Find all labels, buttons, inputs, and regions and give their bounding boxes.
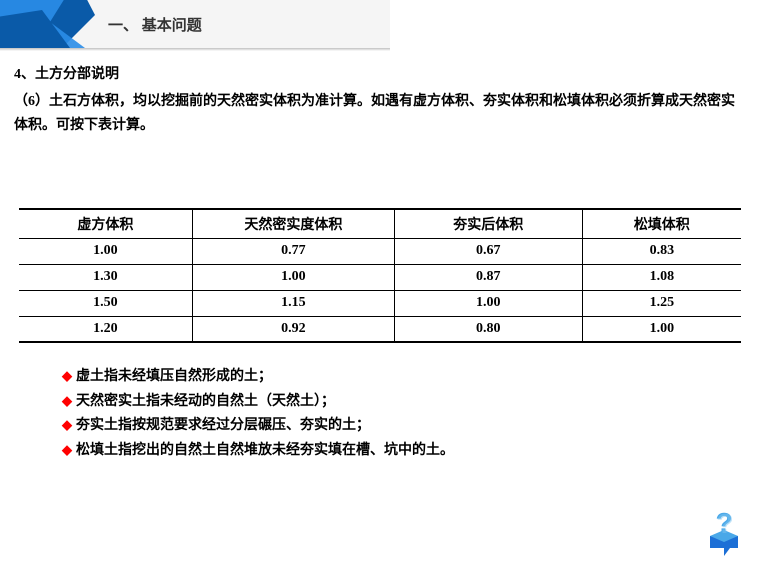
table-cell: 1.00 [19,238,192,264]
header-shadow [0,48,390,51]
bullet-item: ◆松填土指挖出的自然土自然堆放未经夯实填在槽、坑中的土。 [62,439,746,464]
diamond-icon: ◆ [62,365,72,388]
section-title: 4、土方分部说明 [14,64,746,86]
table-cell: 0.80 [394,316,582,342]
diamond-icon: ◆ [62,439,72,462]
table-row: 1.200.920.801.00 [19,316,741,342]
content-area: 4、土方分部说明 （6）土石方体积，均以挖掘前的天然密实体积为准计算。如遇有虚方… [0,50,760,463]
table-cell: 1.00 [394,290,582,316]
table-body: 1.000.770.670.831.301.000.871.081.501.15… [19,238,741,342]
table-header-cell: 松填体积 [582,209,741,239]
table-cell: 0.92 [192,316,394,342]
table-header-cell: 虚方体积 [19,209,192,239]
header-bar: 一、 基本问题 [0,0,390,50]
table-cell: 1.00 [192,264,394,290]
table-cell: 1.15 [192,290,394,316]
table-cell: 1.00 [582,316,741,342]
svg-text:?: ? [716,508,733,539]
bullet-text: 松填土指挖出的自然土自然堆放未经夯实填在槽、坑中的土。 [76,439,454,464]
bullet-text: 天然密实土指未经动的自然土（天然土）； [76,390,335,415]
table-cell: 0.67 [394,238,582,264]
table-row: 1.000.770.670.83 [19,238,741,264]
conversion-table-wrapper: 虚方体积天然密实度体积夯实后体积松填体积 1.000.770.670.831.3… [14,208,746,344]
table-cell: 0.83 [582,238,741,264]
bullet-text: 夯实土指按规范要求经过分层碾压、夯实的土； [76,414,370,439]
table-cell: 0.77 [192,238,394,264]
bullet-text: 虚土指未经填压自然形成的土； [76,365,272,390]
table-cell: 1.50 [19,290,192,316]
bullet-list: ◆虚土指未经填压自然形成的土；◆天然密实土指未经动的自然土（天然土）；◆夯实土指… [14,365,746,463]
bullet-item: ◆虚土指未经填压自然形成的土； [62,365,746,390]
table-cell: 1.20 [19,316,192,342]
table-cell: 0.87 [394,264,582,290]
conversion-table: 虚方体积天然密实度体积夯实后体积松填体积 1.000.770.670.831.3… [19,208,741,344]
diamond-icon: ◆ [62,390,72,413]
table-header-cell: 夯实后体积 [394,209,582,239]
table-header-cell: 天然密实度体积 [192,209,394,239]
section-text: （6）土石方体积，均以挖掘前的天然密实体积为准计算。如遇有虚方体积、夯实体积和松… [14,90,746,138]
table-cell: 1.08 [582,264,741,290]
diamond-icon: ◆ [62,414,72,437]
table-header-row: 虚方体积天然密实度体积夯实后体积松填体积 [19,209,741,239]
table-cell: 1.30 [19,264,192,290]
table-row: 1.501.151.001.25 [19,290,741,316]
bullet-item: ◆天然密实土指未经动的自然土（天然土）； [62,390,746,415]
header-title: 一、 基本问题 [108,14,202,35]
bullet-item: ◆夯实土指按规范要求经过分层碾压、夯实的土； [62,414,746,439]
table-row: 1.301.000.871.08 [19,264,741,290]
question-mark-icon: ? ? [702,506,746,556]
table-cell: 1.25 [582,290,741,316]
